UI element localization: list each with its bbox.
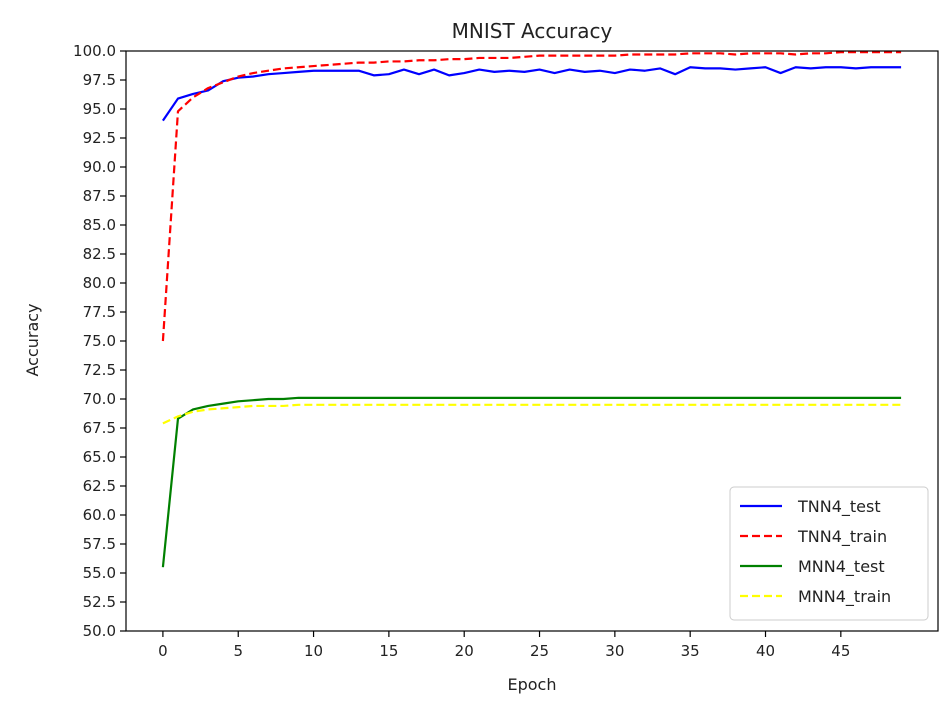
chart-title: MNIST Accuracy <box>452 19 613 43</box>
y-tick-label: 100.0 <box>73 42 116 60</box>
x-tick-label: 15 <box>379 642 398 660</box>
x-tick-label: 30 <box>605 642 624 660</box>
y-tick-label: 67.5 <box>83 419 116 437</box>
y-tick-label: 60.0 <box>83 506 116 524</box>
y-tick-label: 80.0 <box>83 274 116 292</box>
series-line-tnn4-train <box>161 51 902 342</box>
x-axis-label: Epoch <box>508 675 557 694</box>
y-tick-label: 50.0 <box>83 622 116 640</box>
y-tick-label: 95.0 <box>83 100 116 118</box>
y-tick-label: 85.0 <box>83 216 116 234</box>
y-tick-label: 52.5 <box>83 593 116 611</box>
y-tick-label: 62.5 <box>83 477 116 495</box>
y-tick-label: 90.0 <box>83 158 116 176</box>
legend: TNN4_test TNN4_train MNN4_test MNN4_train <box>729 486 929 621</box>
legend-box <box>729 486 929 621</box>
series-layer <box>161 51 902 568</box>
series-line-tnn4-test <box>162 66 902 122</box>
y-tick-label: 72.5 <box>83 361 116 379</box>
legend-label-tnn4-train: TNN4_train <box>797 527 887 547</box>
y-tick-label: 92.5 <box>83 129 116 147</box>
x-tick-label: 35 <box>681 642 700 660</box>
y-tick-label: 75.0 <box>83 332 116 350</box>
x-tick-label: 45 <box>831 642 850 660</box>
y-tick-label: 57.5 <box>83 535 116 553</box>
x-tick-label: 10 <box>304 642 323 660</box>
legend-label-mnn4-train: MNN4_train <box>798 587 891 607</box>
y-tick-label: 70.0 <box>83 390 116 408</box>
x-tick-label: 0 <box>158 642 168 660</box>
y-tick-label: 65.0 <box>83 448 116 466</box>
y-tick-label: 97.5 <box>83 71 116 89</box>
x-tick-label: 5 <box>233 642 243 660</box>
y-tick-label: 82.5 <box>83 245 116 263</box>
series-line-mnn4-train <box>162 403 902 425</box>
x-tick-label: 25 <box>530 642 549 660</box>
y-tick-label: 55.0 <box>83 564 116 582</box>
y-tick-label: 87.5 <box>83 187 116 205</box>
x-tick-label: 20 <box>455 642 474 660</box>
axes-layer: 0 5 10 15 20 25 30 35 40 45 50.0 52.5 55.0 57.5 60.0 62… <box>73 42 939 660</box>
legend-label-mnn4-test: MNN4_test <box>798 557 885 577</box>
x-tick-label: 40 <box>756 642 775 660</box>
legend-label-tnn4-test: TNN4_test <box>797 497 881 517</box>
y-axis-label: Accuracy <box>23 303 42 376</box>
y-tick-label: 77.5 <box>83 303 116 321</box>
series-line-mnn4-test <box>161 396 902 568</box>
